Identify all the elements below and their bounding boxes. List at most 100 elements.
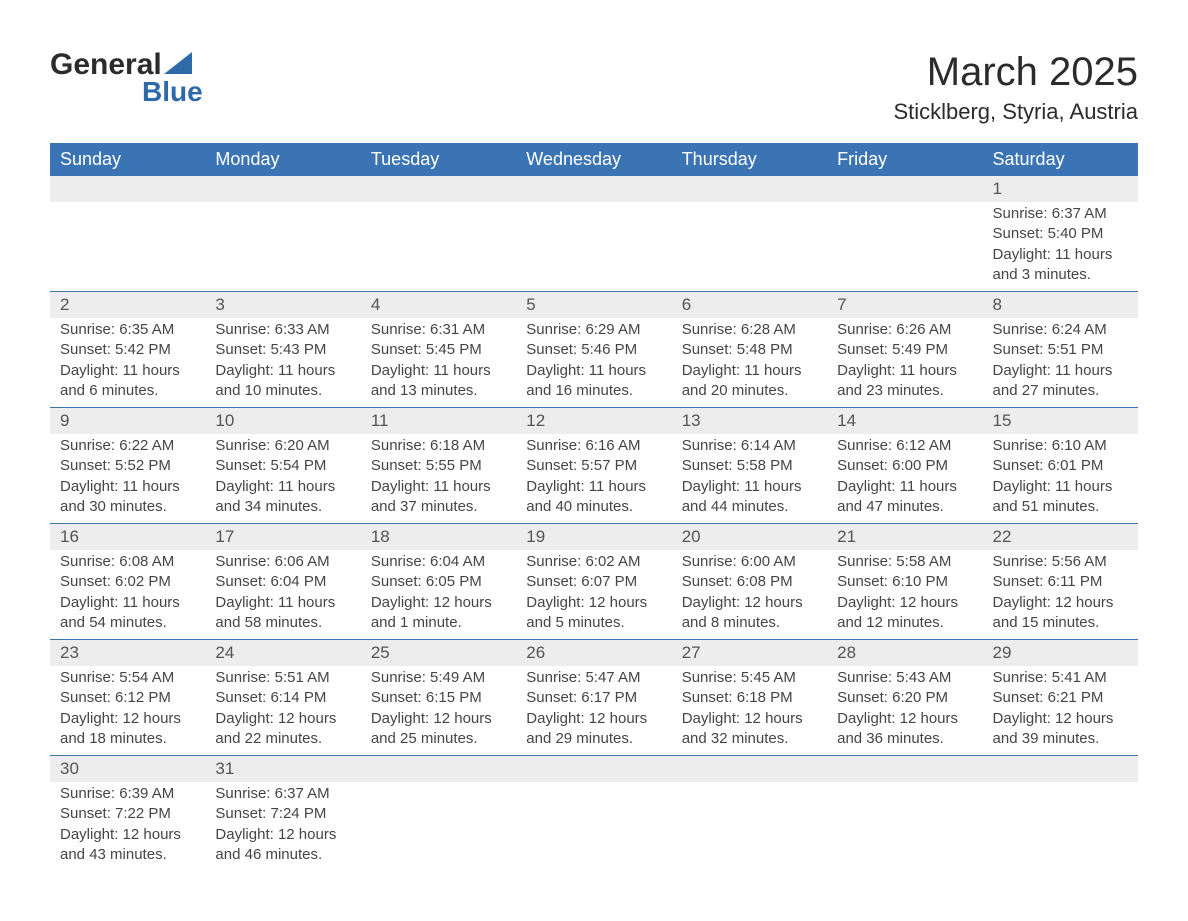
day-number-cell: 13 bbox=[672, 408, 827, 435]
location-subtitle: Sticklberg, Styria, Austria bbox=[893, 99, 1138, 125]
day-detail-cell: Sunrise: 6:37 AMSunset: 7:24 PMDaylight:… bbox=[205, 782, 360, 871]
sunset-line: Sunset: 6:21 PM bbox=[993, 688, 1128, 708]
sunrise-line: Sunrise: 5:58 AM bbox=[837, 552, 972, 572]
day-number-cell: 17 bbox=[205, 524, 360, 551]
daylight-line: Daylight: 11 hours and 6 minutes. bbox=[60, 361, 195, 402]
day-detail-cell: Sunrise: 6:24 AMSunset: 5:51 PMDaylight:… bbox=[983, 318, 1138, 408]
day-detail-cell: Sunrise: 5:43 AMSunset: 6:20 PMDaylight:… bbox=[827, 666, 982, 756]
sunrise-line: Sunrise: 6:35 AM bbox=[60, 320, 195, 340]
daylight-line: Daylight: 11 hours and 34 minutes. bbox=[215, 477, 350, 518]
day-detail-cell bbox=[205, 202, 360, 292]
day-detail-cell: Sunrise: 6:14 AMSunset: 5:58 PMDaylight:… bbox=[672, 434, 827, 524]
day-number-cell bbox=[50, 176, 205, 202]
day-number-cell: 12 bbox=[516, 408, 671, 435]
day-number-cell: 7 bbox=[827, 292, 982, 319]
daylight-line: Daylight: 11 hours and 58 minutes. bbox=[215, 593, 350, 634]
sunset-line: Sunset: 6:10 PM bbox=[837, 572, 972, 592]
day-detail-cell: Sunrise: 6:35 AMSunset: 5:42 PMDaylight:… bbox=[50, 318, 205, 408]
day-number-cell: 6 bbox=[672, 292, 827, 319]
day-number-cell: 23 bbox=[50, 640, 205, 667]
daylight-line: Daylight: 11 hours and 54 minutes. bbox=[60, 593, 195, 634]
daylight-line: Daylight: 11 hours and 37 minutes. bbox=[371, 477, 506, 518]
sunset-line: Sunset: 6:14 PM bbox=[215, 688, 350, 708]
day-header: Sunday bbox=[50, 143, 205, 176]
sunset-line: Sunset: 5:57 PM bbox=[526, 456, 661, 476]
daylight-line: Daylight: 12 hours and 5 minutes. bbox=[526, 593, 661, 634]
sunrise-line: Sunrise: 5:56 AM bbox=[993, 552, 1128, 572]
sunrise-line: Sunrise: 5:45 AM bbox=[682, 668, 817, 688]
day-detail-cell: Sunrise: 6:12 AMSunset: 6:00 PMDaylight:… bbox=[827, 434, 982, 524]
sunrise-line: Sunrise: 5:43 AM bbox=[837, 668, 972, 688]
day-detail-row: Sunrise: 6:39 AMSunset: 7:22 PMDaylight:… bbox=[50, 782, 1138, 871]
day-header-row: Sunday Monday Tuesday Wednesday Thursday… bbox=[50, 143, 1138, 176]
sunset-line: Sunset: 5:58 PM bbox=[682, 456, 817, 476]
day-detail-cell bbox=[672, 202, 827, 292]
sunrise-line: Sunrise: 6:06 AM bbox=[215, 552, 350, 572]
day-detail-cell bbox=[361, 202, 516, 292]
sunset-line: Sunset: 5:51 PM bbox=[993, 340, 1128, 360]
day-number-cell: 5 bbox=[516, 292, 671, 319]
sunset-line: Sunset: 7:24 PM bbox=[215, 804, 350, 824]
day-number-cell: 18 bbox=[361, 524, 516, 551]
day-number-row: 16171819202122 bbox=[50, 524, 1138, 551]
sunrise-line: Sunrise: 6:33 AM bbox=[215, 320, 350, 340]
day-number-row: 2345678 bbox=[50, 292, 1138, 319]
day-detail-cell: Sunrise: 6:22 AMSunset: 5:52 PMDaylight:… bbox=[50, 434, 205, 524]
day-header: Wednesday bbox=[516, 143, 671, 176]
calendar-body: 1Sunrise: 6:37 AMSunset: 5:40 PMDaylight… bbox=[50, 176, 1138, 871]
day-detail-cell: Sunrise: 6:04 AMSunset: 6:05 PMDaylight:… bbox=[361, 550, 516, 640]
daylight-line: Daylight: 12 hours and 18 minutes. bbox=[60, 709, 195, 750]
sunrise-line: Sunrise: 5:54 AM bbox=[60, 668, 195, 688]
day-detail-row: Sunrise: 6:22 AMSunset: 5:52 PMDaylight:… bbox=[50, 434, 1138, 524]
day-detail-cell: Sunrise: 6:29 AMSunset: 5:46 PMDaylight:… bbox=[516, 318, 671, 408]
sunset-line: Sunset: 5:46 PM bbox=[526, 340, 661, 360]
day-number-cell: 9 bbox=[50, 408, 205, 435]
sunrise-line: Sunrise: 6:02 AM bbox=[526, 552, 661, 572]
sunrise-line: Sunrise: 6:04 AM bbox=[371, 552, 506, 572]
sunset-line: Sunset: 6:20 PM bbox=[837, 688, 972, 708]
calendar-thead: Sunday Monday Tuesday Wednesday Thursday… bbox=[50, 143, 1138, 176]
sunrise-line: Sunrise: 6:20 AM bbox=[215, 436, 350, 456]
day-detail-row: Sunrise: 6:37 AMSunset: 5:40 PMDaylight:… bbox=[50, 202, 1138, 292]
day-number-cell: 4 bbox=[361, 292, 516, 319]
day-number-row: 9101112131415 bbox=[50, 408, 1138, 435]
daylight-line: Daylight: 12 hours and 22 minutes. bbox=[215, 709, 350, 750]
sunset-line: Sunset: 5:42 PM bbox=[60, 340, 195, 360]
sunrise-line: Sunrise: 6:29 AM bbox=[526, 320, 661, 340]
sunrise-line: Sunrise: 6:37 AM bbox=[993, 204, 1128, 224]
sunset-line: Sunset: 6:07 PM bbox=[526, 572, 661, 592]
day-header: Friday bbox=[827, 143, 982, 176]
sunset-line: Sunset: 5:43 PM bbox=[215, 340, 350, 360]
daylight-line: Daylight: 12 hours and 29 minutes. bbox=[526, 709, 661, 750]
day-number-cell: 26 bbox=[516, 640, 671, 667]
day-number-cell: 14 bbox=[827, 408, 982, 435]
brand-name-part2: Blue bbox=[142, 78, 203, 106]
day-number-cell: 8 bbox=[983, 292, 1138, 319]
day-number-cell: 31 bbox=[205, 756, 360, 783]
day-number-cell: 28 bbox=[827, 640, 982, 667]
sunset-line: Sunset: 5:45 PM bbox=[371, 340, 506, 360]
day-number-cell bbox=[983, 756, 1138, 783]
day-number-row: 1 bbox=[50, 176, 1138, 202]
day-detail-cell: Sunrise: 6:18 AMSunset: 5:55 PMDaylight:… bbox=[361, 434, 516, 524]
day-detail-cell: Sunrise: 6:20 AMSunset: 5:54 PMDaylight:… bbox=[205, 434, 360, 524]
daylight-line: Daylight: 11 hours and 16 minutes. bbox=[526, 361, 661, 402]
day-header: Saturday bbox=[983, 143, 1138, 176]
day-detail-cell: Sunrise: 6:08 AMSunset: 6:02 PMDaylight:… bbox=[50, 550, 205, 640]
daylight-line: Daylight: 11 hours and 47 minutes. bbox=[837, 477, 972, 518]
sunset-line: Sunset: 5:48 PM bbox=[682, 340, 817, 360]
day-detail-cell: Sunrise: 5:54 AMSunset: 6:12 PMDaylight:… bbox=[50, 666, 205, 756]
daylight-line: Daylight: 12 hours and 8 minutes. bbox=[682, 593, 817, 634]
daylight-line: Daylight: 11 hours and 30 minutes. bbox=[60, 477, 195, 518]
day-detail-cell bbox=[672, 782, 827, 871]
day-detail-cell: Sunrise: 5:41 AMSunset: 6:21 PMDaylight:… bbox=[983, 666, 1138, 756]
day-detail-cell: Sunrise: 6:16 AMSunset: 5:57 PMDaylight:… bbox=[516, 434, 671, 524]
daylight-line: Daylight: 11 hours and 23 minutes. bbox=[837, 361, 972, 402]
sunrise-line: Sunrise: 6:16 AM bbox=[526, 436, 661, 456]
daylight-line: Daylight: 12 hours and 12 minutes. bbox=[837, 593, 972, 634]
sunset-line: Sunset: 6:18 PM bbox=[682, 688, 817, 708]
day-detail-cell: Sunrise: 6:39 AMSunset: 7:22 PMDaylight:… bbox=[50, 782, 205, 871]
day-detail-cell bbox=[827, 782, 982, 871]
day-detail-cell: Sunrise: 6:10 AMSunset: 6:01 PMDaylight:… bbox=[983, 434, 1138, 524]
daylight-line: Daylight: 11 hours and 40 minutes. bbox=[526, 477, 661, 518]
